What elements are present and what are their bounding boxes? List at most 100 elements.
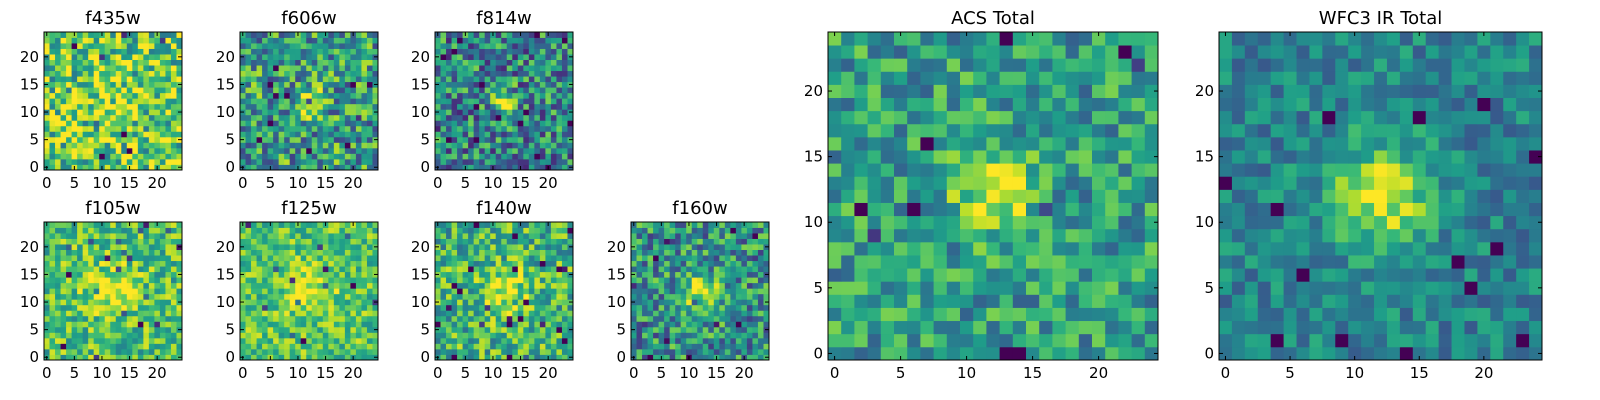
heatmap-cell [148,282,155,289]
x-tick-label: 5 [70,174,80,192]
heatmap-cell [104,315,111,322]
heatmap-cell [300,92,307,99]
heatmap-cell [506,131,513,138]
heatmap-cell [702,282,709,289]
heatmap-cell [697,343,704,350]
heatmap-cell [361,299,368,306]
heatmap-cell [137,222,144,228]
heatmap-cell [82,120,89,127]
heatmap-cell [523,310,530,317]
heatmap-cell [517,238,524,245]
heatmap-cell [289,147,296,154]
heatmap-cell [355,147,362,154]
heatmap-cell [300,87,307,94]
heatmap-cell [110,32,117,38]
heatmap-cell [143,54,150,60]
heatmap-cell [71,87,78,94]
heatmap-cell [512,348,519,355]
heatmap-cell [278,48,285,55]
heatmap-cell [328,65,335,72]
heatmap-cell [137,87,144,94]
heatmap-cell [256,65,263,72]
heatmap-cell [512,48,519,55]
heatmap-cell [176,37,183,44]
heatmap-cell [440,136,447,143]
heatmap-cell [669,343,676,350]
heatmap-cell [746,348,753,355]
heatmap-cell [165,87,172,94]
axes-frame-f140w [434,221,574,361]
heatmap-cell [88,43,95,49]
heatmap-cell [907,294,921,308]
heatmap-cell [110,76,117,83]
heatmap-cell [110,310,117,317]
heatmap-cell [44,142,50,149]
heatmap-cell [468,153,475,160]
heatmap-cell [501,32,508,38]
heatmap-cell [66,271,72,278]
heatmap-cell [675,249,682,256]
heatmap-cell [1065,281,1080,295]
heatmap-cell [267,282,274,289]
heatmap-cell [462,337,469,344]
heatmap-cell [328,37,335,44]
heatmap-cell [1052,202,1066,217]
heatmap-cell [126,87,133,94]
heatmap-cell [534,114,541,121]
heatmap-cell [328,321,335,328]
heatmap-cell [642,260,648,267]
heatmap-cell [490,337,497,344]
heatmap-cell [289,249,296,256]
heatmap-cell [1065,333,1080,348]
heatmap-cell [49,337,56,344]
heatmap-cell [137,37,144,44]
heatmap-cell [752,244,759,250]
heatmap-cell [490,125,497,132]
heatmap-cell [154,321,161,328]
heatmap-cell [636,238,643,245]
heatmap-cell [545,271,552,278]
heatmap-cell [240,343,246,350]
heatmap-cell [479,32,486,38]
heatmap-cell [468,244,475,250]
heatmap-cell [154,343,161,350]
heatmap-cell [686,348,693,355]
heatmap-cell [567,131,574,138]
heatmap-cell [763,260,770,267]
heatmap-cell [653,233,659,239]
heatmap-cell [719,299,726,306]
heatmap-cell [1105,294,1119,308]
heatmap-cell [451,153,458,160]
heatmap-cell [93,32,100,38]
heatmap-cell [366,92,373,99]
heatmap-cell [841,215,855,230]
heatmap-cell [457,92,463,99]
heatmap-cell [77,76,84,83]
heatmap-cell [300,249,307,256]
heatmap-cell [462,266,469,273]
heatmap-cell [457,142,463,149]
heatmap-cell [110,293,117,300]
heatmap-cell [240,37,246,44]
heatmap-cell [708,288,715,295]
heatmap-cell [1092,228,1106,243]
heatmap-cell [468,103,475,110]
heatmap-cell [262,153,268,160]
heatmap-cell [262,81,268,88]
heatmap-cell [691,227,698,234]
heatmap-cell [539,310,546,317]
heatmap-cell [170,222,177,228]
heatmap-cell [126,37,133,44]
heatmap-cell [355,315,362,322]
heatmap-cell [93,125,100,132]
heatmap-cell [484,98,491,105]
heatmap-cell [328,249,335,256]
heatmap-cell [724,326,731,333]
heatmap-cell [473,98,480,105]
heatmap-cell [506,164,513,171]
heatmap-cell [60,158,67,165]
heatmap-cell [446,266,452,273]
heatmap-cell [251,87,257,94]
x-tick-label: 0 [238,364,248,382]
y-tick-label: 20 [607,238,626,256]
